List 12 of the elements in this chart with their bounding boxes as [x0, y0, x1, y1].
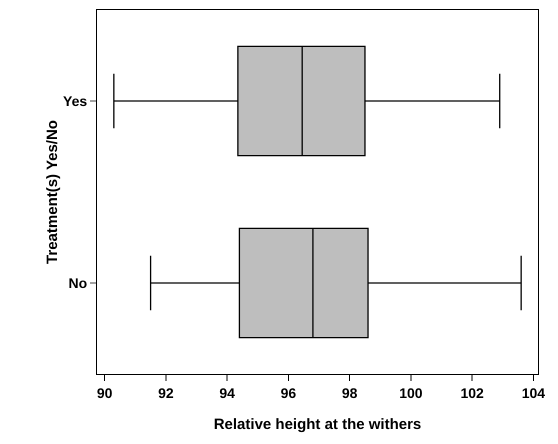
x-tick-label: 104	[522, 384, 546, 401]
x-tick-label: 90	[96, 384, 113, 401]
y-axis-title: Treatment(s) Yes/No	[44, 120, 61, 264]
x-tick-label: 100	[399, 384, 423, 401]
y-tick-label: No	[68, 274, 88, 291]
x-tick-label: 96	[280, 384, 296, 401]
x-tick-label: 92	[158, 384, 174, 401]
x-axis-title: Relative height at the withers	[214, 416, 422, 433]
x-tick-label: 102	[460, 384, 484, 401]
y-tick-label: Yes	[63, 92, 88, 109]
x-tick-label: 98	[342, 384, 358, 401]
x-tick-label: 94	[219, 384, 236, 401]
